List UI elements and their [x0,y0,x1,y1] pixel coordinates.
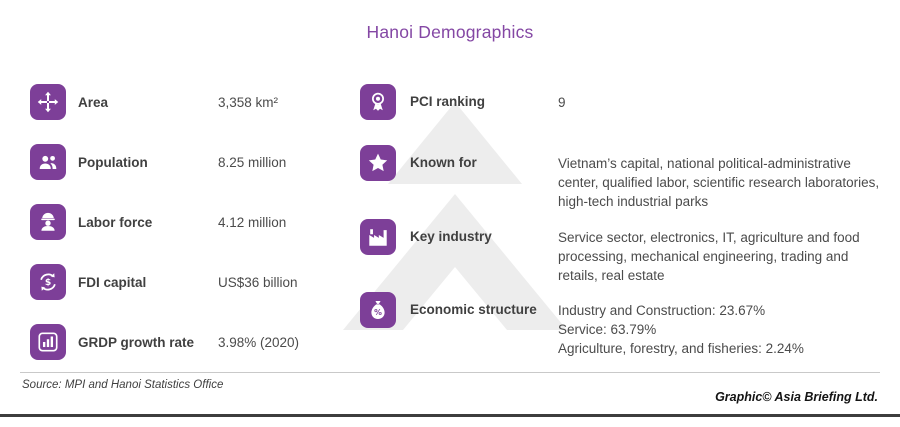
stat-label: Labor force [78,214,153,230]
stat-row-area: Area 3,358 km² [30,84,299,120]
stat-value: 3.98% (2020) [218,334,300,350]
grdp-bar-chart-icon [30,324,66,360]
stat-value: Vietnam’s capital, national political-ad… [558,156,880,209]
graphic-credit: Graphic© Asia Briefing Ltd. [715,390,878,404]
medal-icon [360,84,396,120]
stat-row-fdi-capital: $ FDI capital US$36 billion [30,264,299,300]
stat-label: GRDP growth rate [78,334,195,350]
stat-label: Known for [410,155,477,170]
stat-value: 4.12 million [218,214,287,230]
footer-divider [20,372,880,373]
stat-value: 9 [558,95,566,110]
fdi-dollar-exchange-icon: $ [30,264,66,300]
stat-label: Economic structure [410,302,537,317]
stat-row-population: Population 8.25 million [30,144,299,180]
asia-briefing-logo-watermark [343,102,567,330]
stat-row-labor-force: Labor force 4.12 million [30,204,299,240]
area-move-icon [30,84,66,120]
stat-value: 8.25 million [218,154,287,170]
stat-label: Key industry [410,229,492,244]
stat-label: FDI capital [78,274,147,290]
population-people-icon [30,144,66,180]
stat-row-grdp-growth: GRDP growth rate 3.98% (2020) [30,324,299,360]
labor-worker-icon [30,204,66,240]
left-stats-column: Area 3,358 km² Population 8.25 million [30,84,299,384]
stat-value: Service sector, electronics, IT, agricul… [558,230,860,283]
factory-icon [360,219,396,255]
stat-row-known-for: Known for Vietnam’s capital, national po… [360,145,890,211]
stat-row-key-industry: Key industry Service sector, electronics… [360,219,890,285]
stat-label: PCI ranking [410,94,486,109]
source-note: Source: MPI and Hanoi Statistics Office [22,379,224,391]
stat-label: Area [78,94,109,110]
svg-text:%: % [374,308,382,317]
svg-text:$: $ [45,277,51,288]
stat-label: Population [78,154,148,170]
money-bag-percent-icon: % [360,292,396,328]
star-icon [360,145,396,181]
bottom-bar [0,414,900,417]
stat-row-pci-ranking: PCI ranking 9 [360,84,890,120]
stat-value: 3,358 km² [218,94,279,110]
stat-value: US$36 billion [218,274,298,290]
page-title: Hanoi Demographics [366,22,534,42]
stat-row-economic-structure: % Economic structure Industry and Constr… [360,292,890,358]
stat-value: Industry and Construction: 23.67% Servic… [558,303,804,356]
